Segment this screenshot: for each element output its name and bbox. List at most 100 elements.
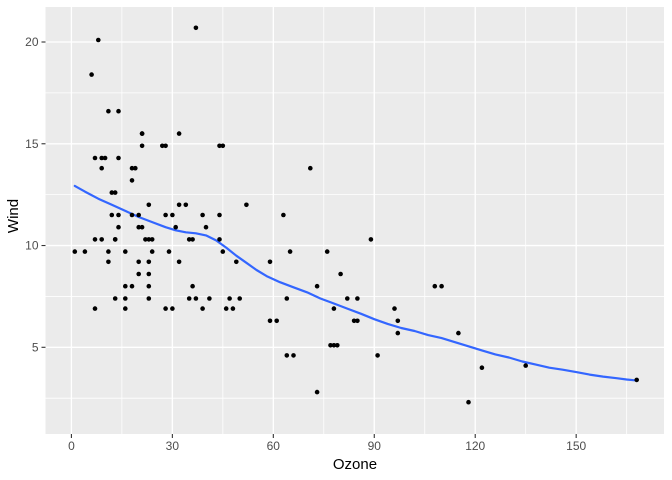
- scatter-point: [176, 259, 182, 265]
- scatter-point: [106, 108, 111, 114]
- scatter-point: [291, 353, 296, 358]
- scatter-point: [163, 306, 168, 311]
- scatter-point: [116, 108, 121, 114]
- scatter-point: [375, 353, 380, 358]
- scatter-point: [146, 296, 152, 301]
- x-tick-label: 90: [368, 439, 382, 453]
- scatter-point: [166, 249, 172, 254]
- scatter-point: [123, 296, 128, 301]
- scatter-point: [139, 143, 145, 149]
- scatter-point: [146, 202, 152, 208]
- scatter-point: [223, 306, 229, 311]
- plot-panel: [45, 7, 664, 434]
- scatter-point: [466, 399, 471, 405]
- major-gridlines: [45, 7, 664, 434]
- scatter-point: [523, 363, 528, 368]
- scatter-point: [92, 306, 98, 311]
- scatter-point: [456, 330, 461, 336]
- scatter-point: [227, 296, 232, 301]
- x-axis-title: Ozone: [333, 456, 377, 473]
- scatter-point: [129, 165, 135, 171]
- scatter-point: [200, 306, 205, 311]
- scatter-point: [92, 155, 98, 161]
- scatter-point: [331, 306, 337, 311]
- scatter-point: [89, 72, 94, 77]
- scatter-point: [368, 237, 374, 242]
- scatter-point: [129, 178, 135, 183]
- scatter-point: [267, 318, 273, 324]
- scatter-point: [136, 271, 141, 277]
- scatter-point: [284, 353, 290, 358]
- x-axis-ticks: [70, 434, 577, 438]
- scatter-point: [163, 143, 168, 149]
- scatter-point: [136, 224, 141, 230]
- scatter-point: [96, 37, 101, 43]
- scatter-point: [136, 259, 141, 265]
- scatter-point: [133, 165, 138, 171]
- scatter-point: [99, 237, 104, 242]
- scatter-point: [82, 249, 88, 254]
- scatter-point: [170, 306, 175, 311]
- scatter-point: [244, 202, 249, 208]
- scatter-point: [129, 283, 135, 289]
- scatter-point: [163, 212, 168, 218]
- scatter-point: [173, 224, 178, 230]
- x-tick-label: 0: [68, 439, 75, 453]
- x-tick-label: 60: [267, 439, 281, 453]
- scatter-point: [230, 306, 236, 311]
- scatter-point: [479, 365, 485, 371]
- scatter-point: [106, 259, 111, 265]
- scatter-point: [439, 283, 444, 289]
- scatter-point: [287, 249, 293, 254]
- scatter-point: [203, 224, 209, 230]
- x-tick-label: 150: [566, 439, 586, 453]
- scatter-point: [634, 377, 639, 383]
- x-tick-label: 30: [166, 439, 180, 453]
- scatter-point: [274, 318, 280, 324]
- scatter-point: [193, 25, 199, 31]
- scatter-point: [143, 237, 148, 242]
- data-points: [72, 25, 639, 405]
- scatter-point: [139, 131, 145, 136]
- scatter-point: [146, 271, 152, 277]
- scatter-point: [190, 283, 195, 289]
- scatter-point: [190, 237, 195, 242]
- scatter-point: [176, 202, 182, 208]
- scatter-point: [116, 212, 121, 218]
- scatter-point: [109, 212, 115, 218]
- scatter-point: [116, 224, 121, 230]
- scatter-point: [338, 271, 343, 277]
- scatter-point: [392, 306, 397, 311]
- scatter-point: [112, 190, 118, 195]
- scatter-point: [186, 237, 192, 242]
- scatter-point: [146, 283, 152, 289]
- scatter-point: [123, 306, 128, 311]
- scatter-point: [308, 165, 313, 171]
- scatter-point: [267, 259, 273, 265]
- scatter-point: [116, 155, 121, 161]
- scatter-point: [220, 249, 226, 254]
- y-axis-tick-labels: 5 10 15 20: [25, 35, 39, 354]
- scatter-point: [355, 296, 360, 301]
- scatter-point: [139, 224, 145, 230]
- scatter-point: [314, 389, 320, 395]
- y-tick-label: 20: [25, 35, 39, 49]
- scatter-point: [160, 143, 165, 149]
- scatter-point: [237, 296, 242, 301]
- scatter-point: [136, 212, 141, 218]
- scatter-point: [217, 212, 222, 218]
- scatter-point: [207, 296, 212, 301]
- scatter-point: [123, 283, 128, 289]
- y-axis-title: Wind: [5, 199, 22, 233]
- scatter-point: [112, 237, 118, 242]
- scatter-point: [395, 330, 401, 336]
- scatter-point: [102, 155, 108, 161]
- scatter-point: [106, 249, 111, 254]
- scatter-point: [72, 249, 78, 254]
- scatter-point: [314, 283, 320, 289]
- scatter-point: [335, 343, 340, 348]
- scatter-point: [109, 190, 115, 195]
- scatter-point: [146, 237, 152, 242]
